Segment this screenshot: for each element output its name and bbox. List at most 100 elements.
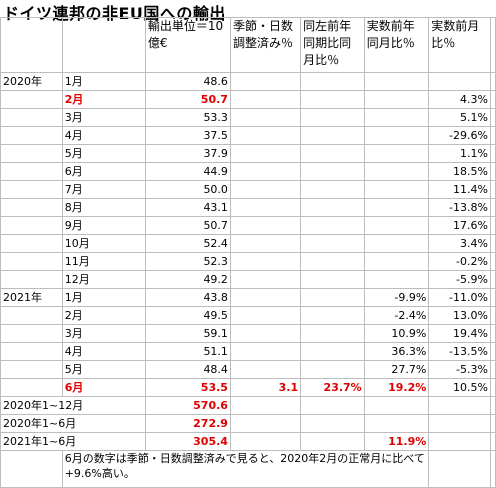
export-value-cell[interactable]: 51.1: [144, 342, 231, 361]
empty-cell[interactable]: [229, 396, 302, 415]
seasonally-adjusted-cell[interactable]: [229, 234, 302, 253]
export-value-cell[interactable]: 50.7: [144, 216, 231, 235]
export-value-cell[interactable]: 53.3: [144, 108, 231, 127]
mom-actual-cell[interactable]: -13.8%: [428, 198, 491, 217]
yoy-actual-cell[interactable]: 27.7%: [363, 360, 430, 379]
yoy-adjusted-cell[interactable]: [300, 342, 365, 361]
total-label-cell[interactable]: 2020年1~12月: [0, 396, 146, 415]
yoy-adjusted-cell[interactable]: [300, 360, 365, 379]
header-seasonally-adjusted[interactable]: 季節・日数調整済み％: [229, 17, 302, 73]
total-value-cell[interactable]: 272.9: [144, 414, 231, 433]
year-cell[interactable]: [0, 378, 63, 397]
mom-actual-cell[interactable]: -29.6%: [428, 126, 491, 145]
edge-cell[interactable]: [489, 288, 496, 307]
month-cell[interactable]: 3月: [61, 324, 146, 343]
empty-cell[interactable]: [300, 414, 365, 433]
mom-actual-cell[interactable]: -0.2%: [428, 252, 491, 271]
edge-cell[interactable]: [489, 108, 496, 127]
yoy-actual-cell[interactable]: [363, 90, 430, 109]
yoy-actual-cell[interactable]: 10.9%: [363, 324, 430, 343]
yoy-adjusted-cell[interactable]: [300, 108, 365, 127]
empty-cell[interactable]: [229, 432, 302, 451]
yoy-adjusted-cell[interactable]: [300, 270, 365, 289]
yoy-adjusted-cell[interactable]: [300, 234, 365, 253]
edge-cell[interactable]: [489, 270, 496, 289]
seasonally-adjusted-cell[interactable]: [229, 306, 302, 325]
header-empty-a[interactable]: [0, 17, 63, 73]
year-cell[interactable]: [0, 198, 63, 217]
mom-actual-cell[interactable]: -5.9%: [428, 270, 491, 289]
mom-actual-cell[interactable]: 19.4%: [428, 324, 491, 343]
yoy-actual-cell[interactable]: [363, 180, 430, 199]
edge-cell[interactable]: [489, 414, 496, 433]
year-cell[interactable]: [0, 126, 63, 145]
mom-actual-cell[interactable]: -5.3%: [428, 360, 491, 379]
edge-cell[interactable]: [489, 396, 496, 415]
empty-cell[interactable]: [229, 414, 302, 433]
yoy-actual-cell[interactable]: [363, 144, 430, 163]
mom-actual-cell[interactable]: 10.5%: [428, 378, 491, 397]
seasonally-adjusted-cell[interactable]: [229, 216, 302, 235]
yoy-adjusted-cell[interactable]: [300, 324, 365, 343]
empty-cell[interactable]: [300, 432, 365, 451]
year-cell[interactable]: [0, 162, 63, 181]
empty-cell[interactable]: [0, 450, 63, 488]
seasonally-adjusted-cell[interactable]: [229, 162, 302, 181]
month-cell[interactable]: 8月: [61, 198, 146, 217]
total-yoy-cell[interactable]: [363, 396, 430, 415]
header-yoy-actual[interactable]: 実数前年同月比％: [363, 17, 430, 73]
yoy-adjusted-cell[interactable]: [300, 252, 365, 271]
yoy-actual-cell[interactable]: [363, 108, 430, 127]
seasonally-adjusted-cell[interactable]: [229, 108, 302, 127]
mom-actual-cell[interactable]: 17.6%: [428, 216, 491, 235]
seasonally-adjusted-cell[interactable]: [229, 288, 302, 307]
empty-cell[interactable]: [428, 450, 491, 488]
month-cell[interactable]: 1月: [61, 288, 146, 307]
mom-actual-cell[interactable]: 18.5%: [428, 162, 491, 181]
mom-actual-cell[interactable]: 11.4%: [428, 180, 491, 199]
yoy-adjusted-cell[interactable]: 23.7%: [300, 378, 365, 397]
seasonally-adjusted-cell[interactable]: [229, 90, 302, 109]
edge-cell[interactable]: [489, 306, 496, 325]
month-cell[interactable]: 7月: [61, 180, 146, 199]
empty-cell[interactable]: [428, 414, 491, 433]
month-cell[interactable]: 9月: [61, 216, 146, 235]
mom-actual-cell[interactable]: -11.0%: [428, 288, 491, 307]
header-export-unit[interactable]: 輸出単位＝10億€: [144, 17, 231, 73]
yoy-actual-cell[interactable]: 36.3%: [363, 342, 430, 361]
export-value-cell[interactable]: 49.5: [144, 306, 231, 325]
yoy-adjusted-cell[interactable]: [300, 162, 365, 181]
export-value-cell[interactable]: 52.4: [144, 234, 231, 253]
yoy-adjusted-cell[interactable]: [300, 216, 365, 235]
edge-cell[interactable]: [489, 216, 496, 235]
edge-cell[interactable]: [489, 198, 496, 217]
total-label-cell[interactable]: 2020年1~6月: [0, 414, 146, 433]
month-cell[interactable]: 4月: [61, 342, 146, 361]
export-value-cell[interactable]: 59.1: [144, 324, 231, 343]
year-cell[interactable]: [0, 306, 63, 325]
month-cell[interactable]: 3月: [61, 108, 146, 127]
empty-cell[interactable]: [428, 432, 491, 451]
header-empty-b[interactable]: [61, 17, 146, 73]
year-cell[interactable]: [0, 252, 63, 271]
seasonally-adjusted-cell[interactable]: [229, 198, 302, 217]
edge-cell[interactable]: [489, 360, 496, 379]
edge-cell[interactable]: [489, 324, 496, 343]
export-value-cell[interactable]: 49.2: [144, 270, 231, 289]
seasonally-adjusted-cell[interactable]: [229, 324, 302, 343]
year-cell[interactable]: [0, 144, 63, 163]
yoy-actual-cell[interactable]: [363, 234, 430, 253]
export-value-cell[interactable]: 48.4: [144, 360, 231, 379]
year-cell[interactable]: [0, 234, 63, 253]
seasonally-adjusted-cell[interactable]: [229, 342, 302, 361]
total-yoy-cell[interactable]: [363, 414, 430, 433]
seasonally-adjusted-cell[interactable]: [229, 126, 302, 145]
yoy-actual-cell[interactable]: -9.9%: [363, 288, 430, 307]
yoy-adjusted-cell[interactable]: [300, 198, 365, 217]
mom-actual-cell[interactable]: 5.1%: [428, 108, 491, 127]
export-value-cell[interactable]: 48.6: [144, 72, 231, 91]
yoy-adjusted-cell[interactable]: [300, 72, 365, 91]
yoy-actual-cell[interactable]: [363, 72, 430, 91]
edge-cell[interactable]: [489, 450, 496, 488]
export-value-cell[interactable]: 44.9: [144, 162, 231, 181]
